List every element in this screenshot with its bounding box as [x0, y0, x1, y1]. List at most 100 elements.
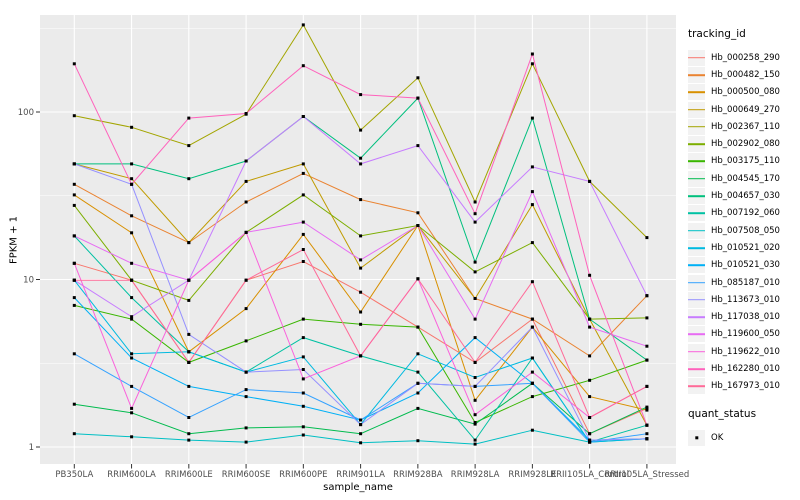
legend-key	[688, 274, 705, 291]
legend-item-Hb_003175_110: Hb_003175_110	[688, 153, 798, 170]
data-point	[187, 241, 191, 245]
data-point	[530, 395, 534, 399]
data-point	[530, 203, 534, 207]
data-point	[301, 355, 305, 359]
data-point	[244, 230, 248, 234]
legend-key	[688, 101, 705, 118]
data-point	[187, 144, 191, 148]
data-point	[187, 350, 191, 354]
legend-item-Hb_167973_010: Hb_167973_010	[688, 378, 798, 395]
data-point	[645, 316, 649, 320]
data-point	[473, 336, 477, 340]
data-point	[130, 125, 134, 129]
data-point	[130, 317, 134, 321]
legend-item-label: Hb_003175_110	[711, 156, 780, 167]
data-point	[645, 423, 649, 427]
legend-key	[688, 66, 705, 83]
data-point	[301, 336, 305, 340]
legend-key-line-icon	[688, 333, 705, 336]
y-tick-label: 100	[18, 108, 34, 118]
data-point	[473, 260, 477, 264]
data-point	[588, 432, 592, 436]
data-point	[72, 193, 76, 197]
legend-item-label: Hb_119622_010	[711, 346, 780, 357]
legend-key	[688, 309, 705, 326]
data-point	[473, 270, 477, 274]
legend-item-Hb_010521_030: Hb_010521_030	[688, 257, 798, 274]
data-point	[130, 406, 134, 410]
data-point	[130, 261, 134, 265]
data-point	[473, 317, 477, 321]
data-point	[416, 352, 420, 356]
data-point	[187, 332, 191, 336]
data-point	[359, 354, 363, 358]
legend-item-label: Hb_004657_030	[711, 191, 780, 202]
legend-item-label: Hb_004545_170	[711, 173, 780, 184]
data-point	[187, 416, 191, 419]
legend-key-line-icon	[688, 74, 705, 76]
data-point	[416, 76, 420, 80]
data-point	[359, 234, 363, 238]
data-point	[359, 432, 363, 436]
data-point	[72, 203, 76, 207]
data-point	[359, 156, 363, 160]
data-point	[473, 220, 477, 224]
data-point	[72, 278, 76, 282]
data-point	[530, 52, 534, 56]
legend-item-label: Hb_002902_080	[711, 139, 780, 150]
data-point	[530, 325, 534, 329]
legend-item-label: Hb_007192_060	[711, 208, 780, 219]
data-point	[588, 317, 592, 321]
legend-item-label: Hb_119600_050	[711, 329, 780, 340]
legend-key-line-icon	[688, 56, 705, 59]
data-point	[645, 358, 649, 362]
legend-key	[688, 188, 705, 205]
data-point	[416, 144, 420, 148]
data-point	[244, 112, 248, 115]
data-point	[530, 428, 534, 432]
data-point	[72, 352, 76, 356]
legend-item-label: Hb_010521_030	[711, 260, 780, 271]
data-point	[473, 376, 477, 379]
data-point	[301, 425, 305, 429]
data-point	[359, 93, 363, 97]
legend-item-label: Hb_085187_010	[711, 277, 780, 288]
data-point	[130, 356, 134, 360]
legend-key-line-icon	[688, 281, 705, 284]
legend-item-Hb_010521_020: Hb_010521_020	[688, 239, 798, 256]
data-point	[530, 280, 534, 284]
data-point	[416, 96, 420, 100]
x-tick-label: RRIM928LA	[451, 470, 500, 480]
black-square-marker-icon	[694, 435, 699, 440]
data-point	[359, 423, 363, 427]
data-point	[187, 116, 191, 120]
data-point	[187, 360, 191, 364]
legend-key-line-icon	[688, 229, 705, 232]
data-point	[301, 193, 305, 197]
data-point	[187, 298, 191, 302]
legend-key-line-icon	[688, 212, 705, 215]
data-point	[588, 416, 592, 419]
legend-key-line-icon	[688, 177, 705, 180]
legend-key-line-icon	[688, 385, 705, 388]
x-tick-label: RRIM600LE	[165, 470, 213, 480]
x-tick-label: PB350LA	[55, 470, 93, 480]
data-point	[645, 432, 649, 436]
data-point	[359, 441, 363, 445]
legend-key	[688, 343, 705, 360]
x-tick-label: RRIM600SE	[222, 470, 271, 480]
legend-key	[688, 205, 705, 222]
data-point	[588, 378, 592, 382]
data-point	[244, 426, 248, 430]
legend-title-tracking-id: tracking_id	[688, 28, 746, 40]
data-point	[244, 440, 248, 444]
data-point	[130, 384, 134, 388]
data-point	[416, 439, 420, 443]
data-point	[244, 370, 248, 374]
legend-item-label: Hb_000258_290	[711, 52, 780, 63]
legend-key	[688, 136, 705, 153]
data-point	[72, 62, 76, 66]
data-point	[301, 260, 305, 263]
data-point	[359, 310, 363, 314]
data-point	[473, 413, 477, 417]
